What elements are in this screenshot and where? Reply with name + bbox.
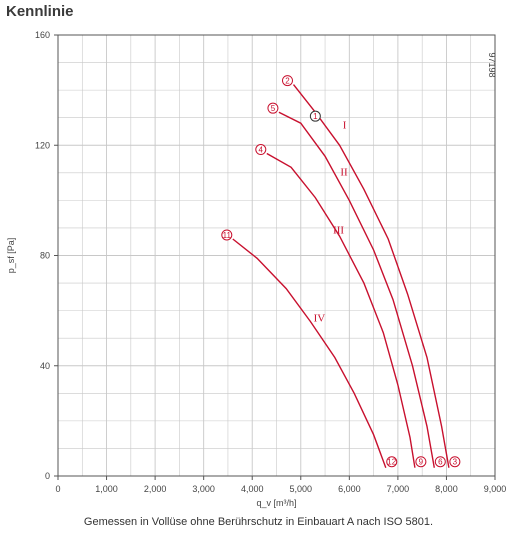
start-marker-IV-label: 11 [223, 231, 232, 240]
x-tick-label: 8,000 [435, 484, 458, 494]
start-marker-I-label: 2 [285, 77, 290, 86]
x-tick-label: 9,000 [484, 484, 507, 494]
end-marker-IV-label: 12 [387, 458, 396, 467]
y-tick-label: 0 [45, 471, 50, 481]
end-marker-III-circle [415, 456, 427, 468]
measurement-caption: Gemessen in Vollüse ohne Berührschutz in… [83, 516, 434, 528]
x-tick-label: 2,000 [144, 484, 167, 494]
chart-title: Kennlinie [6, 3, 74, 20]
curve-label-III: III [333, 224, 344, 236]
curve-IV [232, 238, 387, 468]
y-tick-label: 160 [35, 30, 50, 40]
y-tick-label: 80 [40, 251, 50, 261]
x-tick-label: 5,000 [290, 484, 313, 494]
curve-label-IV: IV [314, 313, 326, 325]
end-marker-IV-circle [386, 456, 398, 468]
start-marker-III-label: 4 [259, 146, 264, 155]
x-tick-label: 4,000 [241, 484, 264, 494]
curve-label-I: I [343, 120, 347, 132]
start-marker-II-circle [267, 102, 279, 114]
x-tick-label: 0 [55, 484, 60, 494]
start-marker-II-label: 5 [271, 104, 276, 113]
start-marker-I-circle [281, 75, 293, 87]
y-tick-label: 40 [40, 361, 50, 371]
end-marker-III-label: 9 [419, 458, 424, 467]
y-tick-label: 120 [35, 140, 50, 150]
curve-I [292, 84, 450, 468]
curve-III [266, 152, 416, 468]
y-axis-label: p_sf [Pa] [6, 238, 16, 274]
extra-marker-I-circle [309, 110, 321, 122]
x-tick-label: 3,000 [192, 484, 215, 494]
end-marker-I-circle [449, 456, 461, 468]
end-marker-II-label: 6 [438, 458, 443, 467]
extra-marker-I-label: 1 [313, 112, 318, 121]
drawing-code: 97198 [487, 52, 497, 77]
x-tick-label: 7,000 [387, 484, 410, 494]
end-marker-I-label: 3 [453, 458, 458, 467]
start-marker-IV-circle [221, 229, 233, 241]
start-marker-III-circle [255, 144, 267, 156]
curve-II [278, 111, 435, 468]
curve-label-II: II [340, 167, 348, 179]
end-marker-II-circle [434, 456, 446, 468]
x-axis-label: q_v [m³/h] [256, 498, 296, 508]
x-tick-label: 1,000 [95, 484, 118, 494]
x-tick-label: 6,000 [338, 484, 361, 494]
